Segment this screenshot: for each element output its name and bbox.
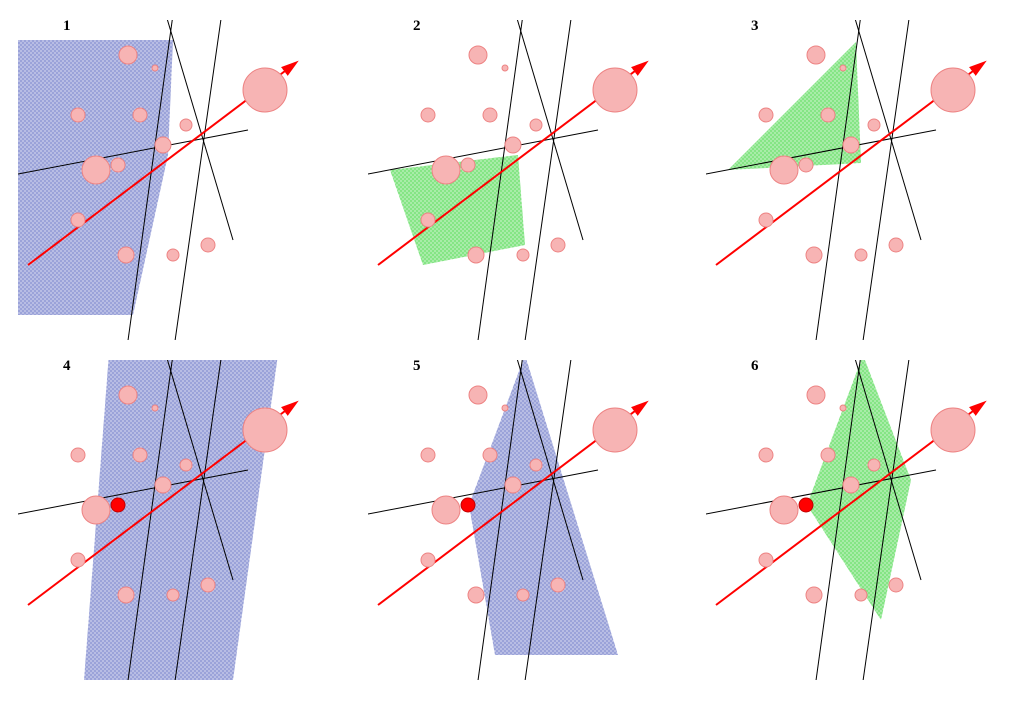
ball <box>119 46 137 64</box>
ball <box>243 68 287 112</box>
ball <box>432 496 460 524</box>
ball <box>551 238 565 252</box>
ball <box>502 65 508 71</box>
ball <box>111 158 125 172</box>
ball <box>799 158 813 172</box>
ball <box>201 238 215 252</box>
ball <box>807 46 825 64</box>
ball <box>807 386 825 404</box>
ball <box>243 408 287 452</box>
ball <box>806 247 822 263</box>
ball <box>843 137 859 153</box>
ball <box>421 553 435 567</box>
ball <box>855 589 867 601</box>
ball <box>82 496 110 524</box>
panel-5: 5 <box>368 360 698 680</box>
panel-label: 3 <box>751 18 759 34</box>
ball <box>505 137 521 153</box>
ball <box>868 119 880 131</box>
panel-3: 3 <box>706 20 1026 340</box>
ball <box>152 405 158 411</box>
divider-line <box>513 5 583 240</box>
panel-label: 4 <box>63 358 71 374</box>
panel-label: 6 <box>751 358 759 374</box>
ball <box>502 405 508 411</box>
panel-label: 5 <box>413 358 421 374</box>
region-green <box>728 42 861 170</box>
ball <box>421 213 435 227</box>
ball-highlighted <box>461 498 475 512</box>
divider-line <box>163 5 233 240</box>
ball <box>71 448 85 462</box>
ball <box>82 156 110 184</box>
ball <box>468 587 484 603</box>
ball <box>483 108 497 122</box>
ball <box>461 158 475 172</box>
ball <box>118 247 134 263</box>
ball <box>759 108 773 122</box>
ball <box>840 405 846 411</box>
panel-label: 1 <box>63 18 71 34</box>
panel-label: 2 <box>413 18 421 34</box>
ball <box>868 459 880 471</box>
ball <box>505 477 521 493</box>
ball <box>421 108 435 122</box>
ball <box>469 46 487 64</box>
ball <box>843 477 859 493</box>
ball <box>770 496 798 524</box>
ball <box>759 213 773 227</box>
ball <box>118 587 134 603</box>
ball <box>71 108 85 122</box>
ball <box>530 119 542 131</box>
ball <box>759 553 773 567</box>
ball-highlighted <box>111 498 125 512</box>
ball <box>840 65 846 71</box>
ball <box>180 119 192 131</box>
ball <box>71 213 85 227</box>
panel-6: 6 <box>706 360 1026 680</box>
ball <box>155 137 171 153</box>
ball <box>167 249 179 261</box>
ball <box>180 459 192 471</box>
ball <box>133 108 147 122</box>
panel-2: 2 <box>368 20 698 340</box>
ball <box>483 448 497 462</box>
ball <box>517 589 529 601</box>
ball <box>517 249 529 261</box>
ball <box>152 65 158 71</box>
ball <box>821 448 835 462</box>
ball <box>931 68 975 112</box>
ball <box>155 477 171 493</box>
ball <box>468 247 484 263</box>
ball <box>201 578 215 592</box>
ball <box>167 589 179 601</box>
region-blue <box>469 355 618 655</box>
ball <box>593 408 637 452</box>
ball <box>119 386 137 404</box>
ball <box>421 448 435 462</box>
ball <box>889 238 903 252</box>
ball <box>432 156 460 184</box>
divider-line <box>851 5 921 240</box>
panel-4: 4 <box>18 360 348 680</box>
diagram-grid: 1 2 3 4 5 6 <box>0 0 1036 701</box>
ball <box>551 578 565 592</box>
ball <box>593 68 637 112</box>
panel-1: 1 <box>18 20 348 340</box>
ball <box>889 578 903 592</box>
ball <box>530 459 542 471</box>
ball <box>71 553 85 567</box>
ball <box>931 408 975 452</box>
ball-highlighted <box>799 498 813 512</box>
ball <box>821 108 835 122</box>
ball <box>770 156 798 184</box>
ball <box>133 448 147 462</box>
ball <box>759 448 773 462</box>
ball <box>469 386 487 404</box>
ball <box>855 249 867 261</box>
ball <box>806 587 822 603</box>
